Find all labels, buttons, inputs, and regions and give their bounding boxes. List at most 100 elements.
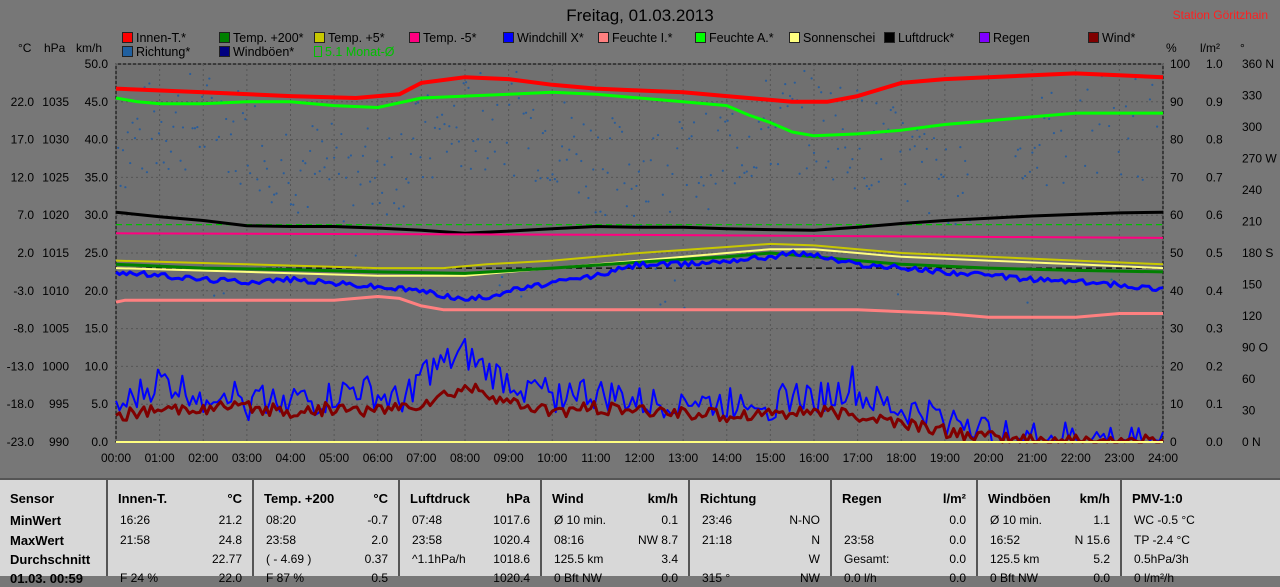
direction-point [906,199,909,203]
direction-point [716,129,720,132]
stats-cell-left: 08:20 [266,513,297,527]
stats-cell-left: 315 ° [702,571,731,585]
direction-point [644,200,648,203]
direction-point [119,184,122,187]
direction-point [390,156,393,159]
tick-label-x: 15:00 [755,451,785,465]
direction-point [606,171,609,174]
direction-point [1031,151,1034,154]
direction-point [328,178,331,181]
stats-row: 0.5hPa/3h [1132,552,1270,568]
series-line [115,337,1164,443]
direction-point [539,177,542,180]
legend-label: Richtung* [136,45,191,59]
direction-point [265,167,269,170]
direction-point [834,114,837,117]
direction-point [431,176,434,179]
direction-point [882,122,885,125]
direction-point [273,193,276,196]
direction-point [707,208,710,211]
stats-cell-left: F 24 % [120,571,159,585]
direction-point [532,108,535,111]
direction-point [217,135,221,138]
direction-point [1156,125,1159,128]
direction-point [510,82,513,85]
direction-point [572,135,576,138]
direction-point [227,170,230,174]
direction-point [208,77,211,80]
stats-row: Ø 10 min. 0.1 [552,513,678,529]
direction-point [174,111,177,114]
tick-label-rain: 0.6 [1206,208,1223,222]
direction-point [443,122,446,126]
direction-point [851,158,854,161]
stats-cell-left: 07:48 [412,513,443,527]
direction-point [594,211,597,214]
direction-point [1019,147,1022,150]
direction-point [863,177,866,180]
legend-swatch [219,32,230,43]
legend-swatch [789,32,800,43]
stats-column: Windböen km/h Ø 10 min. 1.1 16:52 N 15.6 125.5… [978,480,1122,585]
direction-point [505,141,508,144]
direction-point [820,91,823,94]
direction-point [1148,98,1152,101]
stats-column: Innen-T. °C 16:26 21.2 21:58 24.8 22.77 F 24 % 2… [108,480,254,585]
legend-swatch [1088,32,1099,43]
direction-point [385,213,389,216]
stats-cell-left: 21:18 [702,533,733,547]
column-title: PMV-1:0 [1132,491,1183,506]
unit-celsius: °C [18,41,32,55]
direction-point [1033,146,1036,149]
stats-column: Regen l/m² 0.0 23:58 0.0 Gesamt: 0.0 0.0 l/h 0.0 [832,480,978,585]
direction-point [232,120,235,123]
direction-point [604,213,607,217]
tick-label-temp: 7.0 [17,208,34,222]
legend-swatch [979,32,990,43]
direction-point [649,159,652,162]
legend-label: Temp. -5* [423,31,477,45]
tick-label-x: 20:00 [973,451,1003,465]
direction-point [736,146,739,149]
direction-point [544,129,547,133]
direction-point [316,128,319,131]
direction-point [625,205,628,208]
direction-point [357,170,360,173]
direction-point [378,201,381,205]
stats-row: Gesamt: 0.0 [842,552,966,568]
direction-point [414,102,417,105]
direction-point [129,161,132,165]
direction-point [496,103,499,106]
column-title: Wind [552,491,584,506]
stats-cell-right: 0.0 [949,533,966,547]
direction-point [201,95,204,98]
direction-point [800,106,804,109]
direction-point [769,162,772,165]
stats-row: 21:58 24.8 [118,533,242,549]
direction-point [241,112,245,115]
stats-row: F 87 % 0.5 [264,571,388,587]
direction-point [1026,301,1029,304]
direction-point [925,147,928,150]
direction-point [848,166,852,169]
direction-point [500,275,504,279]
direction-point [760,128,763,131]
stats-row: W [700,552,820,568]
direction-point [877,180,880,183]
legend-item: 5.1 Monat-Ø [314,45,394,59]
legend-swatch [598,32,609,43]
column-title: Windböen [988,491,1051,506]
legend-label: Windchill X* [517,31,584,45]
series-line [115,249,1164,302]
direction-point [709,173,712,177]
tick-label-direction: 300 [1242,120,1262,134]
direction-point [407,181,410,184]
stats-row: 315 ° NW [700,571,820,587]
direction-point [450,142,453,145]
legend-item: Feuchte I.* [598,31,672,45]
tick-label-hpa: 1005 [42,322,69,336]
direction-point [671,172,674,176]
stats-column: Wind km/h Ø 10 min. 0.1 08:16 NW 8.7 125.5 km 3… [542,480,690,585]
direction-point [688,137,691,140]
stats-cell-right: 0.5 [371,571,388,585]
